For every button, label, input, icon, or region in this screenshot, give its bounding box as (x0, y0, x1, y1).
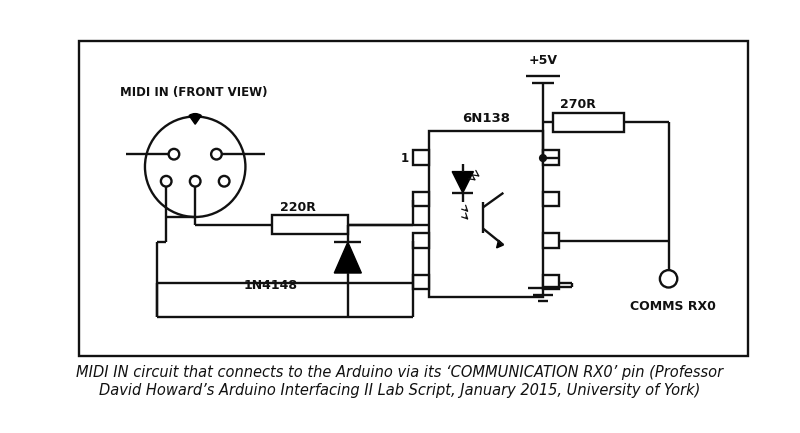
Bar (413, 192, 429, 207)
Circle shape (169, 149, 179, 159)
Text: 220R: 220R (280, 201, 316, 214)
Bar (413, 275, 429, 289)
Circle shape (211, 149, 222, 159)
Text: COMMS RX0: COMMS RX0 (630, 300, 716, 313)
Bar (543, 150, 559, 165)
Circle shape (540, 155, 546, 162)
Text: 1: 1 (401, 152, 409, 165)
Text: MIDI IN circuit that connects to the Arduino via its ‘COMMUNICATION RX0’ pin (Pr: MIDI IN circuit that connects to the Ard… (77, 365, 723, 380)
Bar (543, 233, 559, 248)
Wedge shape (189, 113, 202, 124)
Polygon shape (452, 171, 474, 193)
Bar (413, 150, 429, 165)
Bar (429, 131, 543, 297)
Circle shape (145, 116, 246, 217)
Polygon shape (497, 240, 503, 248)
Text: 6N138: 6N138 (462, 112, 510, 125)
Text: 1N4148: 1N4148 (243, 279, 298, 292)
Bar (543, 192, 559, 207)
Text: David Howard’s Arduino Interfacing II Lab Script, January 2015, University of Yo: David Howard’s Arduino Interfacing II La… (99, 383, 701, 398)
Bar (79, 41, 748, 356)
Text: 270R: 270R (560, 98, 596, 111)
Polygon shape (334, 242, 362, 273)
Bar (543, 275, 559, 289)
Text: +5V: +5V (529, 54, 558, 67)
Bar (553, 113, 624, 132)
Bar (273, 215, 348, 234)
Circle shape (190, 176, 201, 187)
Text: MIDI IN (FRONT VIEW): MIDI IN (FRONT VIEW) (120, 86, 267, 99)
Circle shape (660, 270, 678, 288)
Bar (413, 233, 429, 248)
Circle shape (219, 176, 230, 187)
Circle shape (161, 176, 171, 187)
